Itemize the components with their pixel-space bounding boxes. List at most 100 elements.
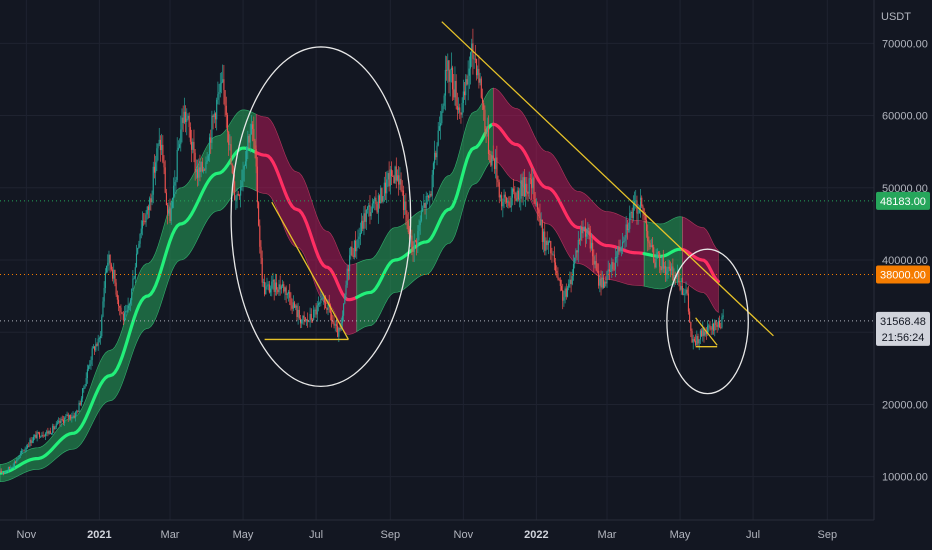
- candle-body: [344, 294, 346, 304]
- candle-body: [194, 152, 196, 173]
- candle-body: [238, 195, 241, 197]
- candle-body: [587, 227, 589, 234]
- candle-body: [519, 198, 521, 200]
- candle-body: [254, 140, 256, 150]
- candle-body: [335, 324, 337, 326]
- candle-body: [511, 188, 513, 198]
- candle-body: [667, 266, 669, 272]
- price-axis-background[interactable]: [874, 0, 932, 520]
- candle-body: [175, 179, 177, 182]
- candle-body: [224, 90, 226, 106]
- candle-body: [120, 307, 122, 313]
- candle-body: [701, 330, 703, 337]
- candle-body: [314, 309, 316, 311]
- candle-body: [31, 440, 33, 443]
- candle-body: [686, 289, 688, 294]
- candle-body: [489, 154, 491, 155]
- candle-body: [493, 158, 496, 169]
- candle-body: [343, 303, 345, 316]
- candle-body: [100, 335, 102, 339]
- candle-body: [460, 112, 462, 115]
- candle-body: [315, 309, 317, 315]
- candle-body: [659, 253, 661, 267]
- candle-body: [586, 233, 588, 237]
- candle-body: [149, 198, 151, 211]
- candle-body: [191, 141, 193, 150]
- candle-body: [677, 271, 679, 277]
- candle-body: [666, 271, 668, 275]
- time-axis-background[interactable]: [0, 520, 932, 550]
- candle-body: [605, 281, 607, 284]
- candle-body: [285, 287, 287, 295]
- candle-body: [629, 213, 631, 229]
- candle-body: [674, 275, 676, 277]
- candlestick-series: [0, 28, 724, 476]
- candle-body: [293, 302, 296, 308]
- candle-body: [617, 246, 619, 258]
- candle-body: [528, 178, 530, 194]
- candle-body: [320, 298, 322, 304]
- candle-body: [630, 211, 632, 214]
- candle-body: [697, 336, 699, 344]
- candle-body: [247, 136, 249, 148]
- ribbon-centerline-bearish: [254, 150, 359, 302]
- candle-body: [663, 266, 666, 269]
- candle-body: [328, 301, 330, 305]
- candle-body: [186, 118, 188, 122]
- candle-body: [80, 398, 82, 405]
- candle-body: [368, 205, 370, 207]
- candle-body: [244, 161, 246, 166]
- candle-body: [459, 107, 461, 113]
- candle-body: [673, 275, 675, 281]
- candle-body: [109, 254, 111, 265]
- candle-body: [527, 192, 529, 194]
- candle-body: [30, 439, 32, 443]
- candle-body: [498, 182, 500, 198]
- candle-body: [356, 247, 358, 252]
- candle-body: [679, 282, 681, 290]
- candle-body: [669, 268, 672, 271]
- candle-body: [65, 416, 67, 418]
- candle-body: [715, 320, 717, 325]
- candle-body: [15, 461, 17, 463]
- candle-body: [503, 194, 505, 202]
- price-tick-label: 40000.00: [882, 255, 928, 267]
- candle-body: [520, 180, 522, 199]
- candle-body: [656, 252, 658, 256]
- candle-body: [271, 281, 273, 289]
- candle-body: [13, 461, 15, 467]
- candle-body: [349, 255, 351, 272]
- candle-body: [649, 243, 651, 248]
- drawing-annotations: [230, 21, 774, 395]
- candle-body: [25, 447, 27, 449]
- candle-body: [720, 327, 722, 328]
- candle-countdown-label: 21:56:24: [882, 332, 925, 344]
- candle-body: [85, 378, 87, 387]
- candle-body: [134, 267, 136, 279]
- candle-body: [486, 128, 488, 133]
- candle-body: [0, 470, 2, 473]
- candle-body: [628, 228, 630, 231]
- candle-body: [298, 309, 300, 319]
- candle-body: [657, 252, 660, 254]
- highlight-ellipse: [230, 46, 412, 388]
- candle-body: [60, 418, 62, 423]
- candle-body: [551, 253, 553, 255]
- candle-body: [463, 91, 466, 96]
- candle-body: [526, 183, 528, 193]
- candle-body: [364, 213, 366, 222]
- candle-body: [24, 448, 26, 451]
- candle-body: [422, 207, 424, 212]
- candle-body: [86, 369, 88, 379]
- candle-body: [274, 282, 276, 292]
- candle-body: [89, 364, 91, 367]
- candle-body: [188, 115, 190, 128]
- candle-body: [351, 246, 353, 256]
- candle-body: [213, 113, 215, 117]
- candle-body: [491, 155, 493, 166]
- candle-body: [38, 432, 41, 438]
- candle-body: [189, 127, 191, 142]
- candle-body: [272, 279, 274, 282]
- candle-body: [284, 287, 286, 292]
